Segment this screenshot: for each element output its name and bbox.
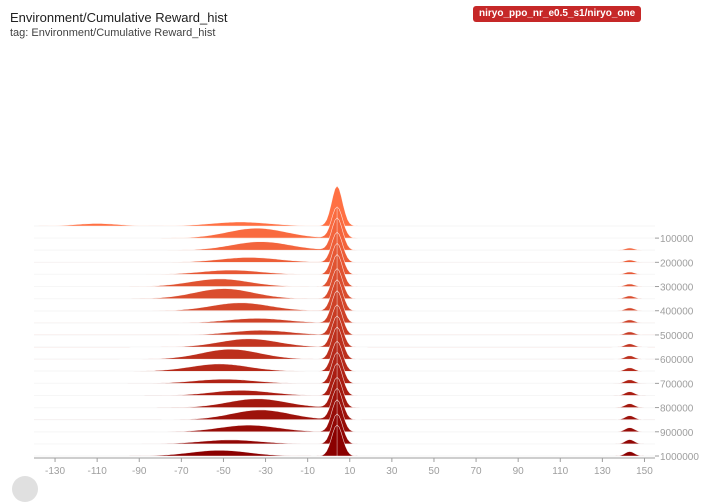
run-chip[interactable]: niryo_ppo_nr_e0.5_s1/niryo_one — [473, 6, 642, 22]
histogram-slice — [33, 326, 656, 360]
histogram-slice — [33, 351, 656, 384]
step-axis-label: 500000 — [660, 331, 694, 342]
histogram-slice — [34, 424, 655, 457]
histogram-slice — [33, 290, 656, 324]
x-axis-tick-label: 150 — [636, 466, 653, 477]
x-axis-tick-label: -50 — [216, 466, 231, 477]
histogram-slice — [33, 268, 656, 299]
histogram-slice — [33, 217, 656, 251]
step-axis-label: 800000 — [660, 404, 694, 415]
x-axis-tick-label: -70 — [174, 466, 189, 477]
histogram-slice — [33, 399, 656, 433]
histogram-slice — [33, 242, 656, 275]
x-axis-tick-label: 90 — [513, 466, 525, 477]
x-axis-tick-label: 50 — [428, 466, 440, 477]
card-tag: tag: Environment/Cumulative Reward_hist — [10, 27, 216, 39]
step-axis-label: 1000000 — [660, 452, 699, 463]
x-axis-tick-label: -10 — [300, 466, 315, 477]
card-title: Environment/Cumulative Reward_hist — [10, 10, 228, 25]
x-axis-tick-label: 10 — [344, 466, 356, 477]
x-axis-tick-label: 110 — [552, 466, 568, 477]
histogram-slice — [33, 304, 656, 336]
fab-button[interactable] — [12, 476, 38, 502]
x-axis-tick-label: -130 — [45, 466, 65, 477]
card-header: Environment/Cumulative Reward_hist tag: … — [10, 10, 227, 40]
x-axis-tick-label: 70 — [471, 466, 483, 477]
x-axis-tick-label: 30 — [386, 466, 398, 477]
histogram-slice — [33, 340, 656, 372]
step-axis-label: 400000 — [660, 307, 694, 318]
histogram-slice — [33, 231, 656, 263]
histogram-slice — [33, 362, 656, 396]
step-axis-label: 600000 — [660, 355, 694, 366]
histogram-slice — [34, 185, 655, 227]
x-axis-tick-label: -30 — [258, 466, 273, 477]
histogram-slice — [33, 315, 656, 348]
histogram-chart[interactable]: -130 -110 -90 -70 -50 -30 -10 10 30 50 70 90 110 130 1… — [0, 0, 706, 481]
x-axis-tick-label: -90 — [132, 466, 147, 477]
histogram-slice — [33, 254, 656, 287]
histogram-slice — [33, 376, 656, 408]
x-axis-tick-label: 130 — [594, 466, 611, 477]
x-axis-tick-label: -110 — [88, 466, 108, 477]
step-axis-label: 700000 — [660, 379, 694, 390]
step-axis-label: 100000 — [660, 234, 694, 245]
histogram-slice — [33, 413, 656, 445]
histogram-slice — [33, 206, 656, 239]
histogram-slice — [33, 279, 656, 312]
step-axis-label: 900000 — [660, 428, 694, 439]
step-axis-label: 200000 — [660, 258, 694, 269]
histogram-slice — [33, 387, 656, 420]
step-axis-label: 300000 — [660, 283, 694, 294]
